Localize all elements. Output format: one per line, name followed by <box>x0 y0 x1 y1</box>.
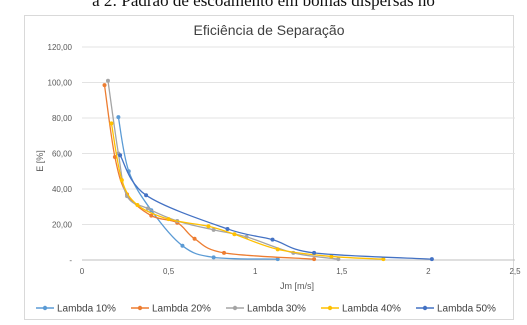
data-point-lambda-10 <box>116 115 121 120</box>
data-point-lambda-10 <box>275 257 280 262</box>
legend-marker-lambda-20 <box>137 305 143 311</box>
data-point-lambda-30 <box>105 78 110 83</box>
data-point-lambda-50 <box>144 193 149 198</box>
gridlines <box>82 46 515 261</box>
y-tick-label: 20,00 <box>52 221 73 230</box>
data-point-lambda-30 <box>145 206 150 211</box>
legend-label-lambda-40: Lambda 40% <box>342 304 401 315</box>
legend-label-lambda-10: Lambda 10% <box>57 304 116 315</box>
data-point-lambda-20 <box>149 213 154 218</box>
data-point-lambda-40 <box>232 232 237 237</box>
data-point-lambda-20 <box>312 257 317 262</box>
y-tick-label: - <box>69 256 72 265</box>
data-point-lambda-20 <box>222 250 227 255</box>
x-tick-label: 0,5 <box>163 267 175 276</box>
data-point-lambda-10 <box>211 255 216 260</box>
data-point-lambda-50 <box>270 237 275 242</box>
series-lines <box>102 78 434 262</box>
data-point-lambda-40 <box>275 247 280 252</box>
series-line-lambda-30 <box>107 80 339 260</box>
data-point-lambda-20 <box>102 83 107 88</box>
data-point-lambda-40 <box>109 121 114 126</box>
data-point-lambda-40 <box>381 257 386 262</box>
series-line-lambda-50 <box>119 154 432 260</box>
y-tick-label: 40,00 <box>52 185 73 194</box>
data-point-lambda-40 <box>135 202 140 207</box>
x-axis-label: Jm [m/s] <box>280 281 314 291</box>
data-point-lambda-10 <box>180 243 185 248</box>
x-tick-label: 2,5 <box>509 267 521 276</box>
x-tick-labels: 0 0,5 1 1,5 2 2,5 <box>80 267 521 276</box>
chart-title: Eficiência de Separação <box>194 22 345 38</box>
data-point-lambda-40 <box>119 178 124 183</box>
data-point-lambda-50 <box>118 153 123 158</box>
x-tick-label: 0 <box>80 267 85 276</box>
y-tick-labels: - 20,00 40,00 60,00 80,00 100,00 120,00 <box>48 43 73 265</box>
legend-marker-lambda-40 <box>327 305 333 311</box>
y-tick-label: 60,00 <box>52 150 73 159</box>
legend-label-lambda-50: Lambda 50% <box>437 304 496 315</box>
data-point-lambda-40 <box>206 224 211 229</box>
legend: Lambda 10% Lambda 20% Lambda 30% Lambda 40%… <box>36 304 496 315</box>
series-line-lambda-40 <box>110 123 384 260</box>
data-point-lambda-30 <box>336 257 341 262</box>
chart-area <box>24 15 514 320</box>
legend-marker-lambda-30 <box>232 305 238 311</box>
legend-label-lambda-30: Lambda 30% <box>247 304 306 315</box>
data-point-lambda-20 <box>112 155 117 160</box>
data-point-lambda-40 <box>329 254 334 259</box>
data-point-lambda-50 <box>312 250 317 255</box>
data-point-lambda-30 <box>211 227 216 232</box>
x-tick-label: 1,5 <box>336 267 348 276</box>
x-tick-label: 2 <box>426 267 431 276</box>
legend-marker-lambda-10 <box>42 305 48 311</box>
x-tick-label: 1 <box>253 267 258 276</box>
y-tick-label: 80,00 <box>52 114 73 123</box>
y-tick-label: 100,00 <box>48 79 73 88</box>
legend-label-lambda-20: Lambda 20% <box>152 304 211 315</box>
figure-caption: a 2: Padrão de escoamento em bomas dispe… <box>92 0 435 10</box>
series-line-lambda-10 <box>117 116 278 260</box>
legend-marker-lambda-50 <box>422 305 428 311</box>
data-point-lambda-50 <box>429 257 434 262</box>
series-line-lambda-20 <box>103 85 315 260</box>
y-axis-label: E [%] <box>35 150 45 172</box>
data-point-lambda-50 <box>225 226 230 231</box>
data-point-lambda-20 <box>192 236 197 241</box>
y-tick-label: 120,00 <box>48 43 73 52</box>
data-point-lambda-40 <box>166 217 171 222</box>
